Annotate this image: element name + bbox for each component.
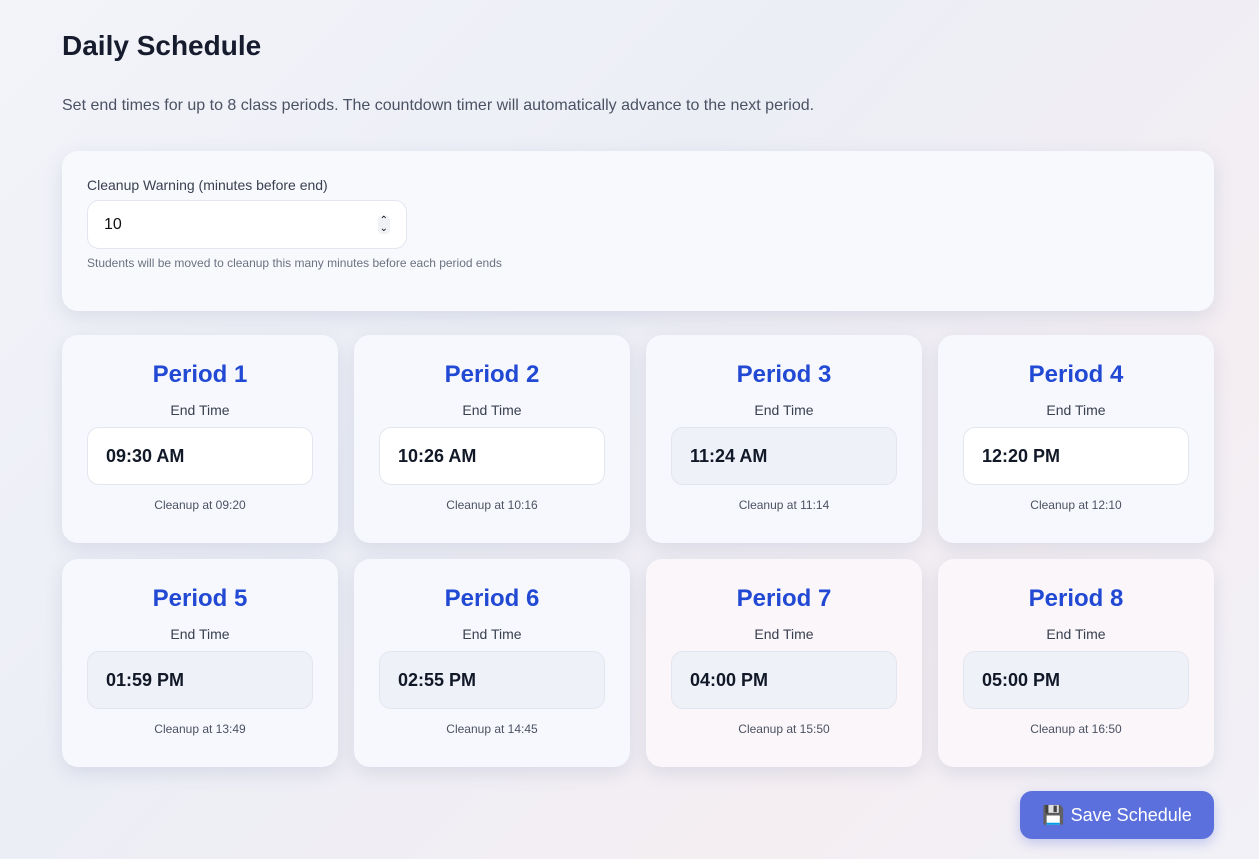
end-time-input[interactable]: 09:30 AM — [87, 427, 313, 485]
period-card: Period 3 End Time 11:24 AM Cleanup at 11… — [646, 335, 922, 543]
period-title: Period 5 — [152, 585, 248, 612]
cleanup-warning-input[interactable]: 10 ⌃ ⌄ — [87, 200, 407, 249]
page-title: Daily Schedule — [62, 30, 262, 61]
cleanup-time: Cleanup at 11:14 — [738, 498, 830, 512]
period-card: Period 5 End Time 01:59 PM Cleanup at 13… — [62, 559, 338, 767]
cleanup-time: Cleanup at 14:45 — [446, 722, 538, 736]
end-time-label: End Time — [462, 626, 522, 642]
periods-grid: Period 1 End Time 09:30 AM Cleanup at 09… — [62, 335, 1214, 767]
period-title: Period 2 — [444, 361, 540, 388]
end-time-label: End Time — [170, 402, 230, 418]
end-time-label: End Time — [754, 626, 814, 642]
period-card: Period 6 End Time 02:55 PM Cleanup at 14… — [354, 559, 630, 767]
stepper-icon[interactable]: ⌃ ⌄ — [377, 214, 390, 234]
period-card: Period 8 End Time 05:00 PM Cleanup at 16… — [938, 559, 1214, 767]
end-time-input[interactable]: 04:00 PM — [671, 651, 897, 709]
period-title: Period 1 — [152, 361, 248, 388]
cleanup-time: Cleanup at 15:50 — [738, 722, 830, 736]
end-time-label: End Time — [1046, 402, 1106, 418]
period-card: Period 2 End Time 10:26 AM Cleanup at 10… — [354, 335, 630, 543]
end-time-input[interactable]: 02:55 PM — [379, 651, 605, 709]
period-title: Period 6 — [444, 585, 540, 612]
save-schedule-button[interactable]: 💾 Save Schedule — [1020, 791, 1214, 839]
cleanup-time: Cleanup at 13:49 — [154, 722, 246, 736]
end-time-label: End Time — [462, 402, 522, 418]
cleanup-time: Cleanup at 10:16 — [446, 498, 538, 512]
cleanup-settings-panel: Cleanup Warning (minutes before end) 10 … — [62, 151, 1214, 311]
cleanup-time: Cleanup at 16:50 — [1030, 722, 1122, 736]
end-time-input[interactable]: 12:20 PM — [963, 427, 1189, 485]
cleanup-warning-hint: Students will be moved to cleanup this m… — [87, 256, 502, 270]
end-time-label: End Time — [1046, 626, 1106, 642]
period-card: Period 7 End Time 04:00 PM Cleanup at 15… — [646, 559, 922, 767]
period-card: Period 1 End Time 09:30 AM Cleanup at 09… — [62, 335, 338, 543]
end-time-input[interactable]: 05:00 PM — [963, 651, 1189, 709]
end-time-label: End Time — [754, 402, 814, 418]
period-title: Period 8 — [1028, 585, 1124, 612]
cleanup-time: Cleanup at 09:20 — [154, 498, 246, 512]
cleanup-warning-label: Cleanup Warning (minutes before end) — [87, 177, 328, 193]
page-description: Set end times for up to 8 class periods.… — [62, 97, 815, 114]
end-time-label: End Time — [170, 626, 230, 642]
save-schedule-label: Save Schedule — [1070, 804, 1192, 825]
end-time-input[interactable]: 10:26 AM — [379, 427, 605, 485]
period-title: Period 3 — [736, 361, 832, 388]
cleanup-time: Cleanup at 12:10 — [1030, 498, 1122, 512]
floppy-disk-icon: 💾 — [1042, 804, 1065, 825]
period-card: Period 4 End Time 12:20 PM Cleanup at 12… — [938, 335, 1214, 543]
cleanup-warning-value: 10 — [104, 215, 122, 233]
period-title: Period 4 — [1028, 361, 1124, 388]
period-title: Period 7 — [736, 585, 832, 612]
end-time-input[interactable]: 01:59 PM — [87, 651, 313, 709]
end-time-input[interactable]: 11:24 AM — [671, 427, 897, 485]
